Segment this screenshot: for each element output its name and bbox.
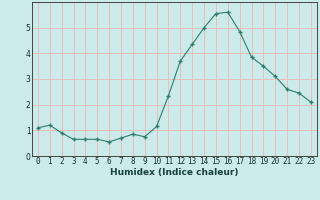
X-axis label: Humidex (Indice chaleur): Humidex (Indice chaleur)	[110, 168, 239, 177]
